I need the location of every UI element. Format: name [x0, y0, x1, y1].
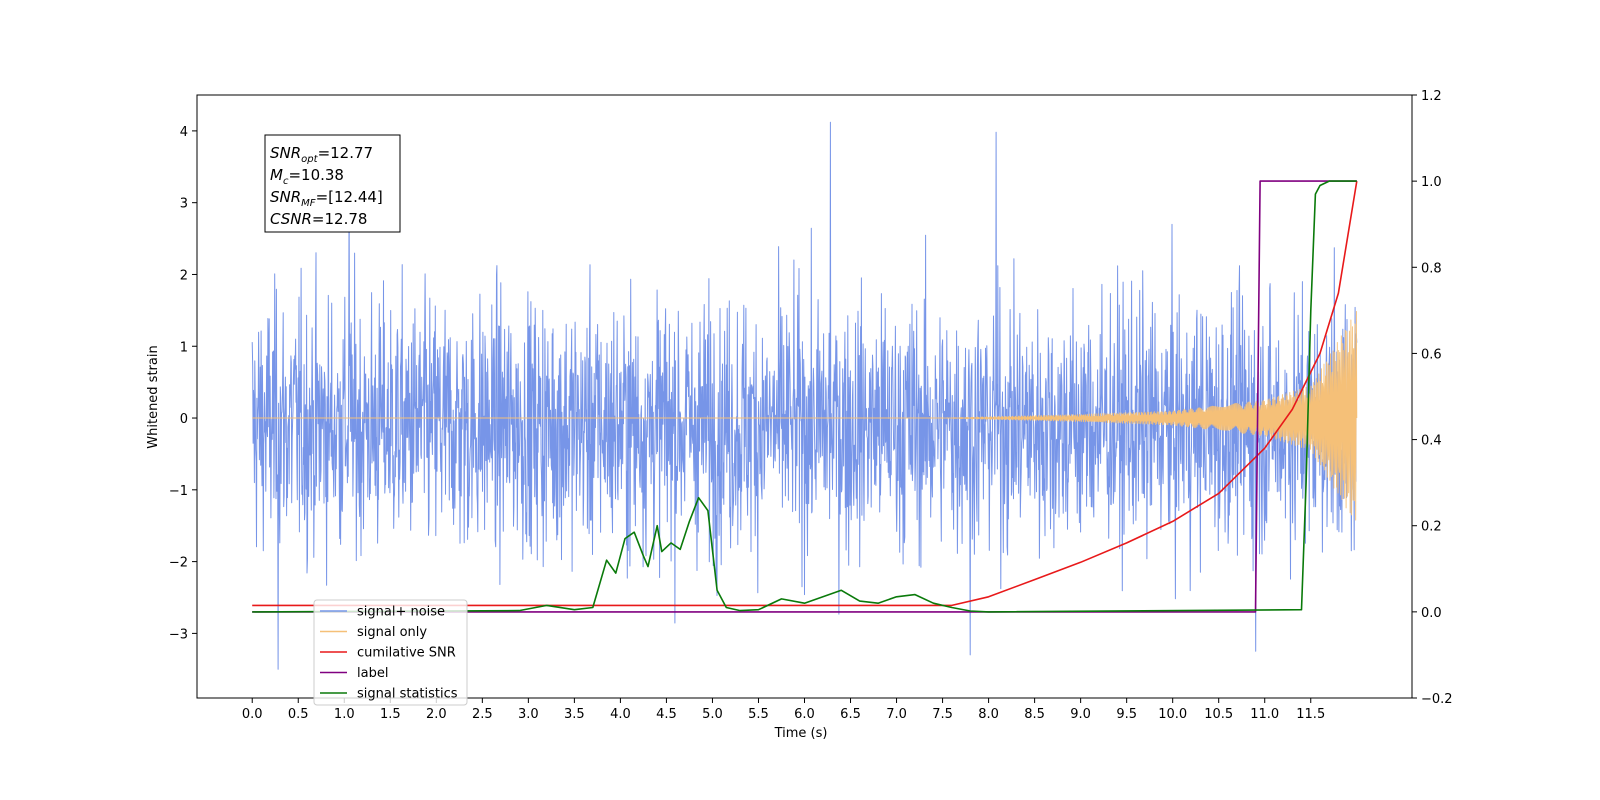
legend-label: cumilative SNR: [357, 646, 456, 661]
y-tick-label: 0: [180, 412, 188, 427]
x-tick-label: 6.5: [840, 707, 861, 722]
legend-label: signal+ noise: [357, 605, 445, 620]
annotation-frame: [264, 134, 401, 233]
series-line-3: [252, 180, 1357, 613]
annotation-line: SNRMF=[12.44]: [270, 188, 383, 209]
y2-tick-label: 0.2: [1421, 520, 1442, 535]
x-tick-label: 2.5: [472, 707, 493, 722]
legend-label: signal statistics: [357, 687, 458, 702]
annotation-line: SNRopt=12.77: [270, 144, 373, 165]
annotation-line: CSNR=12.78: [270, 210, 367, 228]
x-tick-label: 11.0: [1250, 707, 1279, 722]
legend-label: label: [357, 666, 388, 681]
y2-tick-label: −0.2: [1421, 692, 1453, 707]
x-tick-label: 5.0: [702, 707, 723, 722]
x-tick-label: 11.5: [1296, 707, 1325, 722]
y-tick-label: 1: [180, 340, 188, 355]
y-axis-label: Whitened strain: [146, 345, 161, 448]
x-tick-label: 3.5: [564, 707, 585, 722]
x-tick-label: 9.5: [1116, 707, 1137, 722]
annotation-line: Mc=10.38: [270, 166, 344, 187]
series-layer: [251, 121, 1358, 670]
y2-tick-label: 1.0: [1421, 175, 1442, 190]
x-axis-label: Time (s): [774, 726, 828, 741]
x-tick-label: 9.0: [1070, 707, 1091, 722]
y-tick-label: 4: [180, 125, 188, 140]
y-tick-label: −1: [169, 484, 188, 499]
x-tick-label: 10.0: [1158, 707, 1187, 722]
x-tick-label: 7.0: [886, 707, 907, 722]
y2-tick-label: 0.6: [1421, 347, 1442, 362]
y-tick-label: −2: [169, 556, 188, 571]
y-tick-label: 2: [180, 268, 188, 283]
x-tick-label: 0.5: [288, 707, 309, 722]
legend-label: signal only: [357, 625, 427, 640]
x-tick-label: 8.0: [978, 707, 999, 722]
x-tick-label: 7.5: [932, 707, 953, 722]
legend: signal+ noise signal only cumilative SNR la…: [313, 599, 468, 706]
y2-tick-label: 0.4: [1421, 434, 1442, 449]
x-tick-label: 0.0: [242, 707, 263, 722]
axes-layer: 0.0 0.5 1.0 1.5 2.0 2.5 3.0 3.5 4.0 4.5 5.0 5.5 6.0 6…: [169, 89, 1453, 722]
x-tick-label: 2.0: [426, 707, 447, 722]
y-tick-label: −3: [169, 627, 188, 642]
legend-frame: [313, 599, 468, 706]
x-tick-label: 5.5: [748, 707, 769, 722]
x-tick-label: 1.0: [334, 707, 355, 722]
y2-tick-label: 0.0: [1421, 606, 1442, 621]
y2-tick-label: 1.2: [1421, 89, 1442, 104]
x-tick-label: 3.0: [518, 707, 539, 722]
annotation-box: SNRopt=12.77Mc=10.38SNRMF=[12.44]CSNR=12…: [264, 134, 401, 233]
y2-tick-label: 0.8: [1421, 261, 1442, 276]
series-line-2: [252, 180, 1358, 607]
x-tick-label: 10.5: [1204, 707, 1233, 722]
series-line-1: [252, 310, 1358, 521]
series-line-4: [252, 180, 1357, 613]
x-tick-label: 4.0: [610, 707, 631, 722]
x-tick-label: 4.5: [656, 707, 677, 722]
y-tick-label: 3: [180, 197, 188, 212]
x-tick-label: 1.5: [380, 707, 401, 722]
x-tick-label: 8.5: [1024, 707, 1045, 722]
x-tick-label: 6.0: [794, 707, 815, 722]
